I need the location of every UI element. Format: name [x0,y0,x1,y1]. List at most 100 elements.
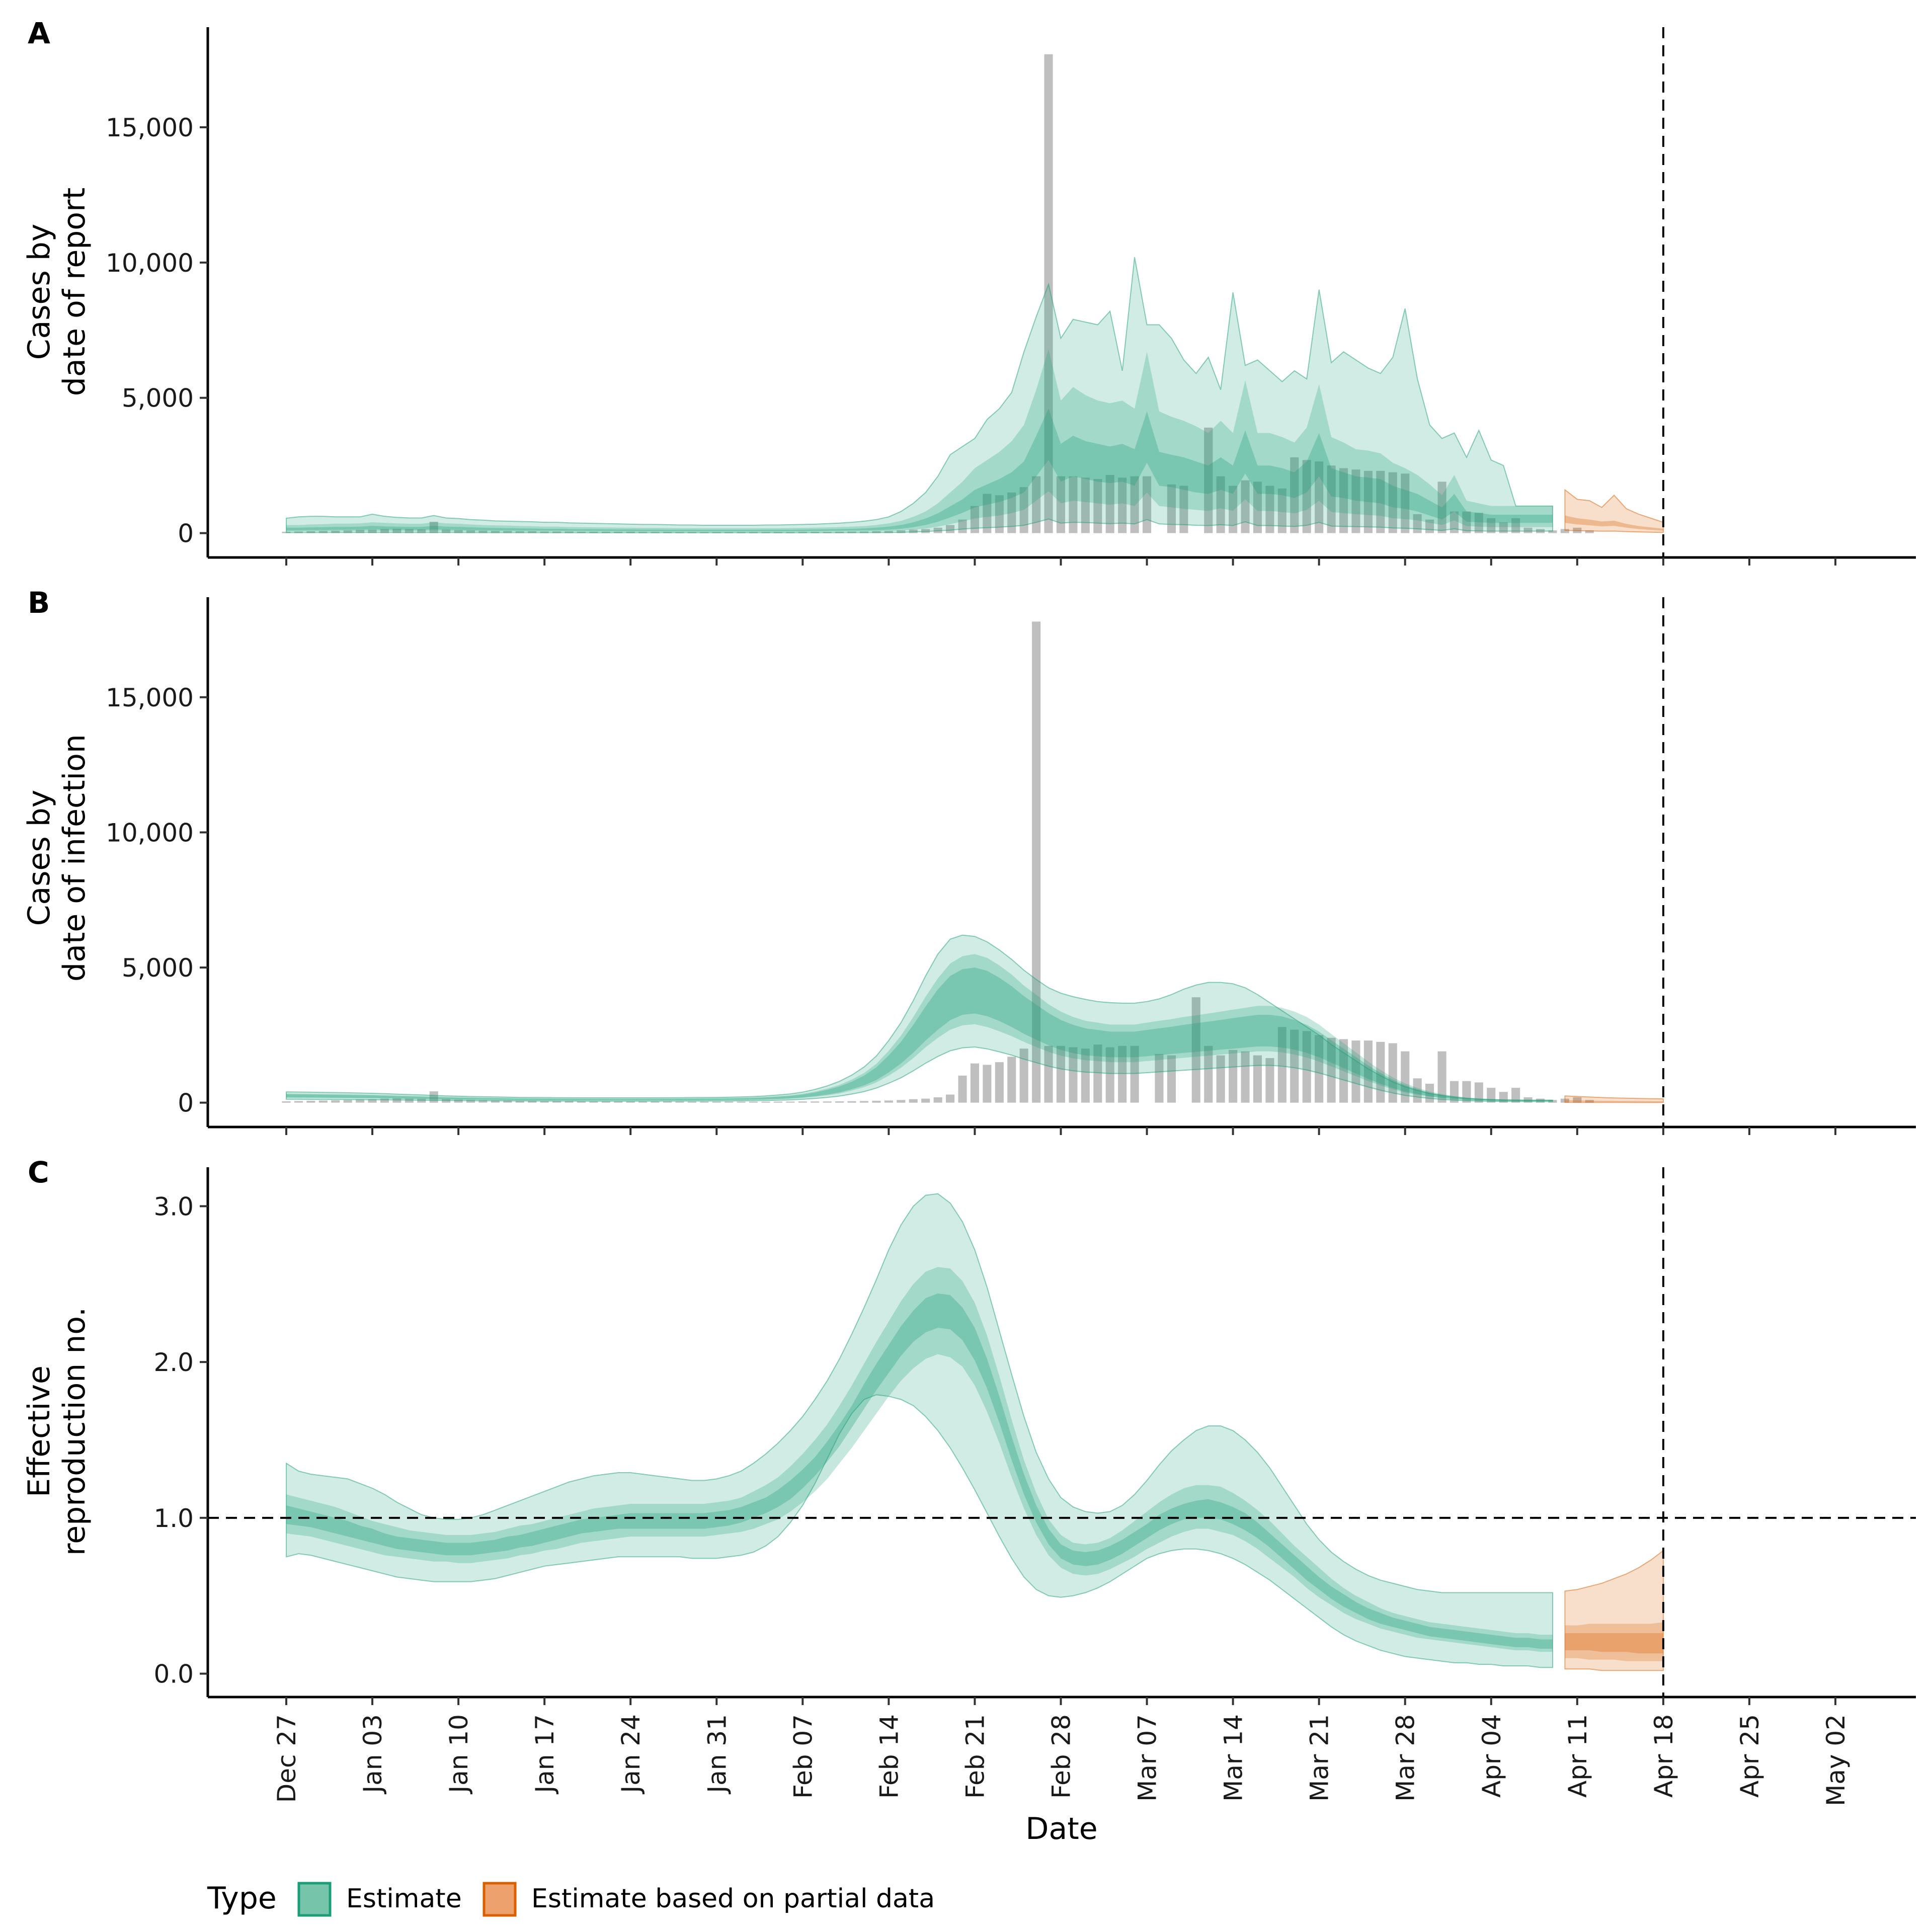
panel-b-ylabel-line2: date of infection [57,734,92,982]
estimate-20-ci-band [286,968,1553,1101]
case-bar [1363,470,1373,533]
case-bar [1167,1055,1176,1103]
case-bar [478,530,488,533]
case-bar [687,1101,696,1103]
case-bar [454,530,463,533]
case-bar [1351,1040,1360,1103]
case-bar [356,1099,365,1103]
case-bar [306,1100,315,1103]
x-tick-label: Apr 11 [1563,1714,1592,1798]
case-bar [897,1100,906,1103]
case-bar [1019,1049,1028,1103]
case-bar [1069,1047,1078,1103]
case-bar [1056,476,1065,533]
case-bar [1351,469,1360,533]
case-bar [1179,486,1188,533]
x-axis-title: Date [1025,1811,1097,1846]
x-tick-label: May 02 [1821,1714,1850,1806]
case-bar [1573,1097,1582,1103]
case-bar [491,1100,500,1103]
case-bar [970,506,979,533]
x-tick-label: Apr 18 [1649,1714,1678,1798]
panel-b-ytick-label: 15,000 [106,683,194,712]
case-bar [983,1065,992,1103]
case-bar [491,531,500,533]
panel-a-y-ticks: 0 5,000 10,000 15,000 [106,113,194,548]
case-bar [1302,460,1311,533]
case-bar [1327,1037,1336,1103]
x-tick-label: Feb 14 [874,1714,904,1799]
case-bar [725,1101,734,1103]
case-bar [1315,461,1324,533]
x-tick-label: Mar 14 [1219,1714,1248,1802]
panel-letter-a: A [28,16,50,50]
panel-a-ylabel-line1: Cases by [22,224,57,360]
panel-a-ytick-label: 15,000 [106,113,194,142]
case-bar [1093,479,1102,533]
case-bar [958,1075,967,1103]
partial-estimate-20-ci-band [1565,1633,1663,1654]
case-bar [478,1100,488,1103]
x-tick-label: Jan 10 [444,1714,473,1795]
case-bar [1105,1047,1114,1103]
case-bar [638,1101,648,1103]
panel-b-cases-by-infection: B Cases by date of infection 0 5,000 10,… [22,586,194,1118]
case-bar [405,529,414,533]
case-bar [847,1101,856,1103]
estimate-50-ci-band [286,954,1553,1101]
case-bar [798,1101,807,1103]
x-axis-tick-labels: Dec 27 Jan 03 Jan 10 Jan 17 Jan 24 Jan 3… [272,1714,1850,1806]
partial-estimate-20-ci-band [1565,1100,1663,1102]
case-bar [712,1101,721,1103]
legend: Type Estimate Estimate based on partial … [207,1881,935,1917]
case-bar [380,529,389,533]
case-bar [1130,1045,1139,1103]
panel-c-ytick-label: 0.0 [153,1660,194,1689]
panel-b-ylabel-line1: Cases by [22,790,57,926]
x-tick-label: Dec 27 [272,1714,301,1803]
case-bar [417,529,426,533]
case-bar [577,1101,586,1103]
case-bar [1511,1088,1520,1103]
case-bar [921,1098,930,1103]
case-bar [392,1098,401,1103]
x-tick-label: Mar 21 [1305,1714,1334,1802]
case-bar [466,530,475,533]
case-bar [294,1101,303,1103]
panel-b-ytick-label: 5,000 [122,953,194,983]
case-bar [552,1101,561,1103]
estimate-50-ci-band [286,349,1553,532]
panel-b-plot-area [200,597,1916,1135]
case-bar [1241,480,1250,533]
case-bar [392,529,401,533]
partial-estimate-90-ci-band [1564,1095,1664,1103]
case-bar [1216,476,1225,533]
case-bar [1585,1100,1594,1103]
case-bar [1388,472,1397,533]
case-bar [1019,487,1028,533]
case-bar [1118,477,1127,533]
panel-a-ylabel-line2: date of report [57,188,92,396]
case-bar [1155,1054,1164,1103]
case-bar [1007,492,1016,533]
case-bar [1499,522,1508,533]
legend-label-partial: Estimate based on partial data [531,1884,935,1914]
panel-b-ytick-label: 10,000 [106,818,194,847]
case-bar [1290,1029,1299,1103]
panel-letter-b: B [28,586,50,620]
case-bar [1511,518,1520,533]
case-bar [1327,465,1336,533]
case-bar [1462,1081,1471,1103]
case-bar [946,525,955,533]
x-tick-label: Feb 21 [960,1714,990,1799]
case-bar [331,530,340,533]
case-bar [1167,484,1176,533]
x-tick-label: Jan 17 [530,1714,559,1795]
case-bar [466,1100,475,1103]
x-tick-label: Jan 03 [358,1714,387,1795]
panel-letter-c: C [28,1155,49,1189]
case-bar [823,1101,832,1103]
x-tick-label: Apr 25 [1735,1714,1764,1798]
case-bar [1437,1051,1446,1103]
case-bar [1437,481,1446,533]
